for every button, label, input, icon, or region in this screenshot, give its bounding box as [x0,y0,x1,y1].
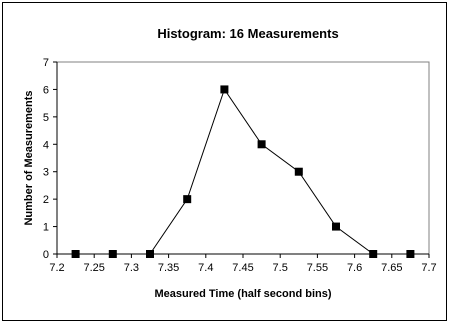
y-axis-title: Number of Measurements [23,90,35,225]
y-tick-label: 2 [43,194,49,206]
data-point [146,250,154,258]
data-point [332,222,340,231]
plot-area [56,61,430,255]
x-tick-label: 7.35 [158,262,179,274]
x-tick-label: 7.4 [198,262,213,274]
data-point [294,167,303,176]
x-axis: 7.2 7.25 7.3 7.35 7.4 7.45 7.5 7.55 7.6 7.65 7.7 [49,253,437,274]
data-point [183,195,192,204]
data-point [220,85,229,94]
data-point [108,250,117,258]
y-tick-label: 7 [43,57,49,69]
y-tick-label: 5 [43,112,49,124]
chart-title: Histogram: 16 Measurements [157,26,338,41]
data-point [369,250,378,258]
y-tick-label: 1 [43,222,49,234]
y-axis: 0 1 2 3 4 5 6 7 [43,57,58,261]
series-line [75,88,411,255]
y-tick-label: 0 [43,249,49,261]
chart-frame [2,2,447,321]
series-layer [71,85,415,258]
x-tick-label: 7.65 [381,262,402,274]
x-tick-label: 7.55 [307,262,328,274]
y-tick-label: 3 [43,167,49,179]
x-tick-label: 7.25 [83,262,104,274]
data-point [406,250,415,258]
x-axis-title: Measured Time (half second bins) [154,288,331,300]
x-tick-label: 7.45 [232,262,253,274]
x-tick-label: 7.2 [49,262,64,274]
x-tick-label: 7.7 [421,262,436,274]
x-tick-label: 7.3 [124,262,139,274]
x-tick-label: 7.5 [273,262,288,274]
y-tick-label: 4 [43,139,49,151]
data-point [257,140,266,149]
y-tick-label: 6 [43,84,49,96]
x-tick-label: 7.6 [347,262,362,274]
data-point [71,250,80,258]
